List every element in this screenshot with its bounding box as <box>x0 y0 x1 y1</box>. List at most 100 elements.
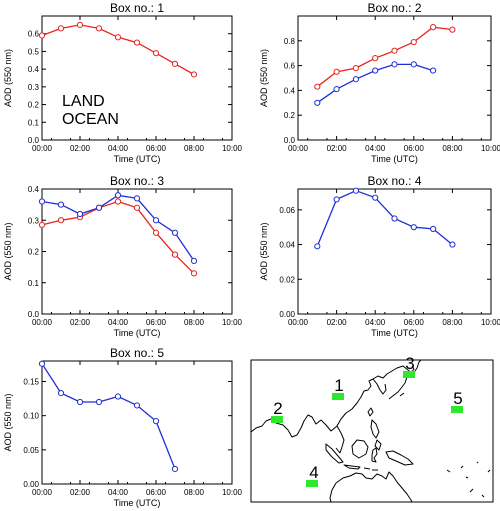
data-point <box>114 393 122 400</box>
y-tick-label: 0.1 <box>28 118 40 127</box>
data-point <box>38 32 46 39</box>
data-point <box>38 360 46 367</box>
x-tick-label: 06:00 <box>146 318 167 327</box>
sumatra-coastline <box>325 443 344 464</box>
map-panel: 1 2 3 4 5 <box>250 354 494 503</box>
data-point <box>352 187 359 194</box>
data-point <box>410 61 417 68</box>
series-line <box>41 24 195 76</box>
malay-coastline <box>335 425 345 454</box>
data-point <box>133 204 141 211</box>
data-point <box>190 71 198 78</box>
data-point <box>57 25 65 32</box>
x-tick-label: 04:00 <box>365 318 386 327</box>
data-point <box>38 221 46 229</box>
y-tick-label: 0.6 <box>28 30 40 39</box>
study-box-4: 4 <box>306 463 319 487</box>
series-ocean <box>314 187 456 250</box>
series-ocean <box>38 192 198 264</box>
data-point <box>449 241 456 248</box>
data-point <box>57 217 65 224</box>
series-line <box>316 26 453 88</box>
x-tick-label: 00:00 <box>32 144 53 153</box>
chart-title: Box no.: 5 <box>110 346 164 360</box>
y-tick-label: 0.8 <box>284 37 296 46</box>
x-axis-label: Time (UTC) <box>371 328 418 338</box>
y-tick-label: 0.02 <box>279 275 295 284</box>
data-point <box>76 398 84 406</box>
y-tick-label: 0.04 <box>279 241 295 250</box>
y-axis-label: AOD (550 nm) <box>3 49 13 107</box>
y-axis-label: AOD (550 nm) <box>259 49 269 107</box>
data-point <box>314 83 321 90</box>
x-tick-label: 02:00 <box>70 318 91 327</box>
data-point <box>410 38 417 46</box>
data-point <box>391 47 398 54</box>
chart-panel-5: Box no.: 5 00:00 02:00 04:00 06:00 08:00 10:00… <box>3 346 243 508</box>
data-point <box>352 64 359 72</box>
series-land <box>38 21 198 78</box>
chart-panel-1: Box no.: 1 00:00 02:00 04:00 06:00 08:00 10:00… <box>3 1 243 164</box>
data-point <box>352 76 359 83</box>
borneo-coastline <box>351 439 369 459</box>
data-point <box>372 194 379 201</box>
data-point <box>333 68 340 75</box>
chart-panel-4: Box no.: 4 00:00 02:00 04:00 06:00 08:00 10:00… <box>259 174 500 338</box>
series-line <box>41 200 195 274</box>
y-tick-label: 0.0 <box>284 136 296 145</box>
x-tick-label: 08:00 <box>184 318 205 327</box>
data-point <box>152 50 160 57</box>
data-point <box>391 61 398 68</box>
x-tick-label: 06:00 <box>146 144 167 153</box>
data-point <box>314 99 321 106</box>
x-tick-label: 02:00 <box>327 144 348 153</box>
x-axis-label: Time (UTC) <box>114 328 161 338</box>
data-point <box>391 215 398 222</box>
study-box-2: 2 <box>271 399 283 423</box>
study-box-1: 1 <box>332 376 344 400</box>
data-point <box>114 192 122 199</box>
y-tick-label: 0.5 <box>28 47 40 56</box>
data-point <box>430 24 437 31</box>
chart-title: Box no.: 3 <box>110 174 164 188</box>
x-tick-label: 02:00 <box>70 144 91 153</box>
x-tick-label: 06:00 <box>404 318 425 327</box>
x-tick-label: 08:00 <box>184 144 205 153</box>
data-point <box>430 225 437 233</box>
data-point <box>430 67 437 74</box>
x-tick-label: 02:00 <box>70 488 91 497</box>
y-axis-label: AOD (550 nm) <box>3 393 13 451</box>
data-point <box>76 21 84 28</box>
coastlines <box>250 359 491 503</box>
y-tick-label: 0.06 <box>279 206 295 215</box>
legend-ocean: OCEAN <box>62 111 119 128</box>
data-point <box>372 67 379 74</box>
data-point <box>76 210 84 218</box>
x-tick-label: 08:00 <box>442 144 463 153</box>
x-tick-label: 00:00 <box>32 318 53 327</box>
study-box-label: 1 <box>334 376 343 395</box>
data-point <box>133 39 141 46</box>
x-tick-label: 00:00 <box>288 318 309 327</box>
plot-frame <box>297 15 492 141</box>
y-tick-label: 0.2 <box>284 111 296 120</box>
legend-land: LAND <box>62 93 105 110</box>
x-tick-label: 00:00 <box>288 144 309 153</box>
data-point <box>171 60 179 67</box>
study-box-marker <box>332 393 344 400</box>
series-ocean <box>314 61 437 106</box>
chart-title: Box no.: 4 <box>367 174 421 188</box>
y-axis-label: AOD (550 nm) <box>259 222 269 280</box>
plot-frame <box>41 360 233 485</box>
data-point <box>333 196 340 203</box>
study-box-5: 5 <box>451 389 463 413</box>
data-point <box>57 390 65 397</box>
y-tick-label: 0.3 <box>28 216 40 225</box>
plot-frame <box>41 15 233 141</box>
y-tick-label: 0.2 <box>28 101 40 110</box>
series-line <box>41 363 176 470</box>
data-point <box>171 251 179 258</box>
x-tick-label: 04:00 <box>365 144 386 153</box>
study-box-3: 3 <box>403 354 415 378</box>
data-point <box>372 55 379 62</box>
